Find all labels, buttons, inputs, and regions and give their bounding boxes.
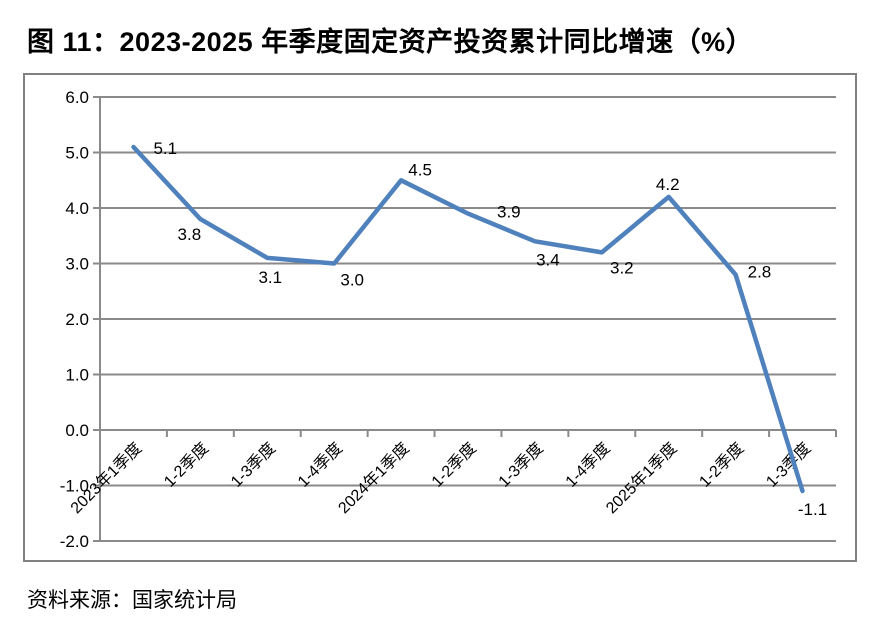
chart-border <box>23 73 857 562</box>
y-tick-label: 3.0 <box>65 255 89 274</box>
data-label: -1.1 <box>798 500 827 519</box>
data-label: 2.8 <box>748 263 772 282</box>
y-tick-label: -1.0 <box>60 477 89 496</box>
y-tick-label: 4.0 <box>65 199 89 218</box>
x-tick-label: 1-4季度 <box>562 439 614 491</box>
data-label: 3.0 <box>340 271 364 290</box>
x-tick-label: 1-2季度 <box>160 439 212 491</box>
x-tick-label: 1-4季度 <box>294 439 346 491</box>
data-label: 3.8 <box>178 225 202 244</box>
y-tick-label: 0.0 <box>65 421 89 440</box>
data-label: 3.2 <box>610 258 634 277</box>
data-label: 3.9 <box>497 203 521 222</box>
data-label: 3.1 <box>258 268 282 287</box>
x-tick-label: 1-3季度 <box>227 439 279 491</box>
data-label: 5.1 <box>153 139 177 158</box>
x-tick-label: 1-3季度 <box>495 439 547 491</box>
series-line <box>131 144 805 494</box>
x-tick-label: 2025年1季度 <box>602 439 680 517</box>
y-tick-label: 1.0 <box>65 366 89 385</box>
figure-title: 图 11：2023-2025 年季度固定资产投资累计同比增速（%） <box>27 27 754 57</box>
y-tick-label: 2.0 <box>65 310 89 329</box>
x-tick-label: 1-2季度 <box>696 439 748 491</box>
data-label: 4.2 <box>656 175 680 194</box>
x-tick-label: 2024年1季度 <box>335 439 413 517</box>
data-label: 3.4 <box>536 250 560 269</box>
source-note: 资料来源：国家统计局 <box>27 589 237 612</box>
y-tick-label: -2.0 <box>60 532 89 551</box>
chart-area: 6.0 5.0 4.0 3.0 2.0 1.0 0.0 -1.0 -2.0 2023年1季度 1-2… <box>23 73 857 562</box>
y-tick-label: 6.0 <box>65 88 89 107</box>
y-tick-label: 5.0 <box>65 144 89 163</box>
x-tick-label: 1-2季度 <box>428 439 480 491</box>
data-label: 4.5 <box>408 160 432 179</box>
